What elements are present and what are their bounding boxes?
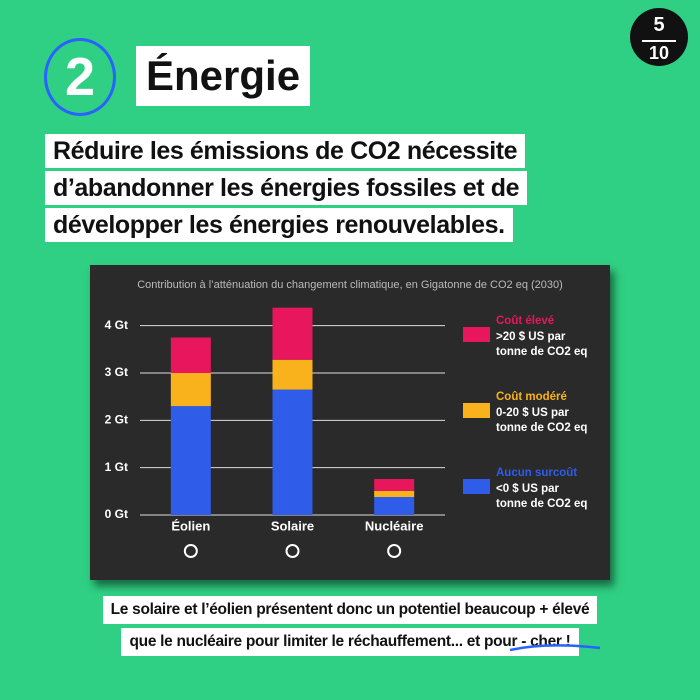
legend-description: tonne de CO2 eq — [496, 422, 587, 434]
legend-swatch — [463, 327, 490, 342]
legend-description: >20 $ US par — [496, 331, 566, 343]
chart-title: Contribution à l’atténuation du changeme… — [137, 279, 563, 291]
legend-name: Coût élevé — [496, 315, 554, 327]
footer: Le solaire et l’éolien présentent donc u… — [0, 596, 700, 660]
legend-name: Aucun surcoût — [496, 467, 577, 479]
bar-segment — [170, 337, 211, 373]
category-icon — [183, 544, 198, 558]
headline-line: d’abandonner les énergies fossiles et de — [45, 171, 528, 205]
legend-swatch — [463, 403, 490, 418]
y-tick-label: 1 Gt — [105, 460, 128, 474]
legend-name: Coût modéré — [496, 391, 567, 403]
legend-description: 0-20 $ US par — [496, 407, 569, 419]
underline — [509, 644, 601, 652]
legend-description: <0 $ US par — [496, 483, 559, 495]
footer-line: Le solaire et l’éolien présentent donc u… — [102, 596, 598, 624]
category-icon — [387, 544, 402, 558]
legend-description: tonne de CO2 eq — [496, 498, 587, 510]
y-tick-label: 2 Gt — [105, 413, 128, 427]
legend-swatch — [463, 479, 490, 494]
chart-board: Contribution à l’atténuation du changeme… — [90, 265, 610, 580]
section-number: 2 — [44, 38, 116, 116]
bar-segment — [374, 497, 415, 515]
page-number: 5 — [653, 14, 665, 36]
y-tick-label: 4 Gt — [105, 318, 128, 332]
headline-line: développer les énergies renouvelables. — [45, 208, 513, 242]
bar-segment — [272, 307, 313, 360]
bar-segment — [374, 479, 415, 491]
bar-segment — [272, 359, 313, 390]
bar-segment — [374, 490, 415, 498]
page-total: 10 — [642, 40, 676, 64]
footer-line: que le nucléaire pour limiter le réchauf… — [121, 628, 579, 656]
y-tick-label: 3 Gt — [105, 365, 128, 379]
bar-segment — [170, 406, 211, 515]
page-badge: 5 10 — [630, 8, 688, 66]
y-tick-label: 0 Gt — [105, 507, 128, 521]
legend-description: tonne de CO2 eq — [496, 346, 587, 358]
bar-segment — [170, 373, 211, 407]
x-tick-label: Éolien — [171, 518, 210, 533]
category-icon — [285, 544, 300, 558]
headline: Réduire les émissions de CO2 nécessite d… — [45, 134, 528, 245]
section-title: Énergie — [136, 46, 311, 106]
bar-segment — [272, 389, 313, 515]
chart: Contribution à l’atténuation du changeme… — [105, 279, 587, 558]
x-tick-label: Nucléaire — [365, 518, 424, 533]
headline-line: Réduire les émissions de CO2 nécessite — [45, 134, 526, 168]
x-tick-label: Solaire — [271, 518, 314, 533]
